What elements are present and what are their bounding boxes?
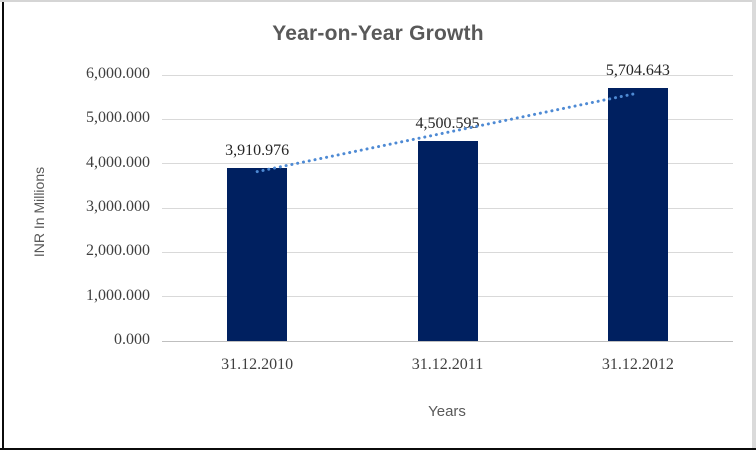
y-tick-label: 3,000.000 (86, 198, 150, 215)
bar (417, 141, 478, 341)
x-axis-line (162, 340, 733, 342)
y-axis-title: INR In Millions (31, 166, 47, 258)
x-category-label: 31.12.2011 (411, 356, 484, 373)
y-tick-label: 1,000.000 (86, 286, 150, 304)
bar (607, 88, 668, 341)
y-tick-label: 6,000.000 (86, 65, 150, 82)
frame-edge-bottom (0, 448, 756, 450)
y-tick-label: 2,000.000 (86, 242, 150, 260)
x-category-label: 31.12.2010 (221, 356, 294, 373)
bar (227, 167, 288, 341)
frame-edge-right (752, 0, 756, 450)
frame-edge-left (2, 2, 4, 448)
bar-data-label: 5,704.643 (605, 62, 670, 80)
chart-title: Year-on-Year Growth (272, 22, 484, 45)
gridline (162, 74, 733, 76)
bar-data-label: 4,500.595 (415, 115, 480, 133)
y-tick-label: 0.000 (114, 331, 150, 348)
frame-edge-top (0, 0, 756, 2)
y-tick-label: 5,000.000 (86, 109, 150, 127)
x-category-label: 31.12.2012 (601, 356, 674, 373)
x-axis-title: Years (428, 403, 466, 420)
bar-data-label: 3,910.976 (225, 141, 290, 159)
plot-area: 0.000 1,000.000 2,000.000 3,000.000 4,000.00… (86, 62, 733, 373)
y-tick-label: 4,000.000 (86, 153, 150, 171)
